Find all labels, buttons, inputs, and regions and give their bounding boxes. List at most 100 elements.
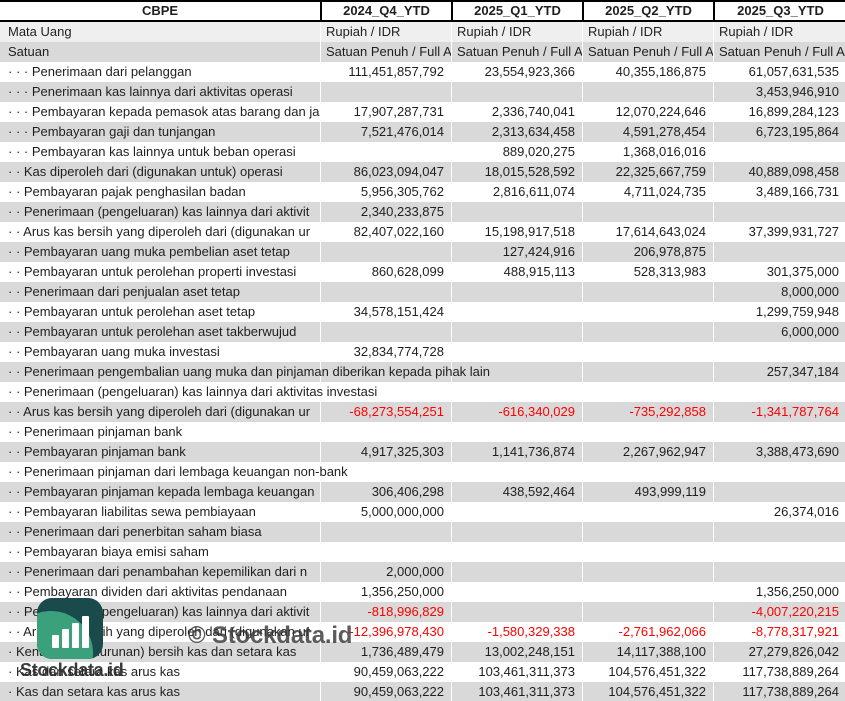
row-label-cell[interactable]: · · Pembayaran pinjaman bank [0,442,320,462]
value-cell[interactable] [713,242,845,262]
value-cell[interactable]: 4,591,278,454 [582,122,713,142]
unit-cell[interactable]: Satuan Penuh / Full A [582,42,713,62]
row-label-cell[interactable]: · · · Pembayaran gaji dan tunjangan [0,122,320,142]
value-cell[interactable] [451,202,582,222]
value-cell[interactable]: 6,000,000 [713,322,845,342]
value-cell[interactable]: 206,978,875 [582,242,713,262]
value-cell[interactable]: 3,453,946,910 [713,82,845,102]
row-label-cell[interactable]: · · Penerimaan dari penjualan aset tetap [0,282,320,302]
value-cell[interactable]: 17,614,643,024 [582,222,713,242]
value-cell[interactable] [451,302,582,322]
value-cell[interactable]: 103,461,311,373 [451,682,582,701]
row-label-cell[interactable]: · · · Penerimaan dari pelanggan [0,62,320,82]
value-cell[interactable] [713,422,845,442]
value-cell[interactable]: 90,459,063,222 [320,682,451,701]
row-label-cell[interactable]: · · Pembayaran liabilitas sewa pembiayaa… [0,502,320,522]
value-cell[interactable] [320,382,451,402]
value-cell[interactable] [451,342,582,362]
value-cell[interactable]: 104,576,451,322 [582,682,713,701]
row-label-cell[interactable]: · · Arus kas bersih yang diperoleh dari … [0,402,320,422]
value-cell[interactable] [582,602,713,622]
row-label-cell[interactable]: · · Arus kas bersih yang diperoleh dari … [0,222,320,242]
value-cell[interactable] [320,242,451,262]
row-label-cell[interactable]: · · Pembayaran untuk perolehan properti … [0,262,320,282]
value-cell[interactable] [451,522,582,542]
value-cell[interactable]: 37,399,931,727 [713,222,845,242]
row-label-cell[interactable]: · · · Pembayaran kas lainnya untuk beban… [0,142,320,162]
period-header[interactable]: 2025_Q1_YTD [451,2,582,20]
value-cell[interactable] [451,382,582,402]
value-cell[interactable] [451,462,582,482]
row-label-cell[interactable]: · · Pembayaran untuk perolehan aset teta… [0,302,320,322]
value-cell[interactable]: 3,388,473,690 [713,442,845,462]
value-cell[interactable] [713,482,845,502]
value-cell[interactable]: 4,917,325,303 [320,442,451,462]
value-cell[interactable]: 493,999,119 [582,482,713,502]
value-cell[interactable]: 2,313,634,458 [451,122,582,142]
value-cell[interactable] [582,502,713,522]
value-cell[interactable]: 488,915,113 [451,262,582,282]
value-cell[interactable]: 14,117,388,100 [582,642,713,662]
value-cell[interactable]: 2,816,611,074 [451,182,582,202]
value-cell[interactable] [582,422,713,442]
value-cell[interactable] [582,82,713,102]
value-cell[interactable]: 2,336,740,041 [451,102,582,122]
value-cell[interactable] [451,322,582,342]
value-cell[interactable] [451,282,582,302]
value-cell[interactable]: 12,070,224,646 [582,102,713,122]
row-label-cell[interactable]: Satuan [0,42,320,62]
value-cell[interactable] [713,382,845,402]
value-cell[interactable]: 301,375,000 [713,262,845,282]
value-cell[interactable] [713,342,845,362]
row-label-cell[interactable]: · · Pembayaran pinjaman kepada lembaga k… [0,482,320,502]
value-cell[interactable]: 32,834,774,728 [320,342,451,362]
value-cell[interactable]: 2,267,962,947 [582,442,713,462]
value-cell[interactable] [713,202,845,222]
row-label-cell[interactable]: · · Penerimaan pinjaman dari lembaga keu… [0,462,348,482]
row-label-cell[interactable]: · · · Penerimaan kas lainnya dari aktivi… [0,82,320,102]
value-cell[interactable] [451,602,582,622]
value-cell[interactable] [320,142,451,162]
value-cell[interactable] [713,542,845,562]
row-label-cell[interactable]: · · Pembayaran dividen dari aktivitas pe… [0,582,320,602]
value-cell[interactable]: 86,023,094,047 [320,162,451,182]
value-cell[interactable] [320,462,451,482]
row-label-cell[interactable]: · Kas dan setara kas arus kas [0,682,320,701]
value-cell[interactable]: 528,313,983 [582,262,713,282]
row-label-cell[interactable]: · · Pembayaran untuk perolehan aset takb… [0,322,320,342]
value-cell[interactable]: -1,341,787,764 [713,402,845,422]
row-label-cell[interactable]: · · Pembayaran pajak penghasilan badan [0,182,320,202]
value-cell[interactable] [582,382,713,402]
value-cell[interactable] [582,462,713,482]
value-cell[interactable]: 2,000,000 [320,562,451,582]
value-cell[interactable]: 1,141,736,874 [451,442,582,462]
value-cell[interactable] [320,322,451,342]
value-cell[interactable]: 40,889,098,458 [713,162,845,182]
value-cell[interactable] [582,322,713,342]
value-cell[interactable]: -616,340,029 [451,402,582,422]
currency-cell[interactable]: Rupiah / IDR [582,22,713,42]
row-label-cell[interactable]: · · Penerimaan (pengeluaran) kas lainnya… [0,382,377,402]
unit-cell[interactable]: Satuan Penuh / Full A [320,42,451,62]
value-cell[interactable]: 257,347,184 [713,362,845,382]
value-cell[interactable] [320,362,451,382]
row-label-cell[interactable]: · · Pembayaran uang muka pembelian aset … [0,242,320,262]
currency-cell[interactable]: Rupiah / IDR [451,22,582,42]
value-cell[interactable]: 5,000,000,000 [320,502,451,522]
value-cell[interactable] [582,282,713,302]
value-cell[interactable]: 18,015,528,592 [451,162,582,182]
value-cell[interactable] [582,362,713,382]
value-cell[interactable]: 5,956,305,762 [320,182,451,202]
value-cell[interactable]: 40,355,186,875 [582,62,713,82]
value-cell[interactable]: 1,299,759,948 [713,302,845,322]
value-cell[interactable] [582,562,713,582]
value-cell[interactable]: 23,554,923,366 [451,62,582,82]
value-cell[interactable]: 1,356,250,000 [713,582,845,602]
currency-cell[interactable]: Rupiah / IDR [320,22,451,42]
period-header[interactable]: 2025_Q2_YTD [582,2,713,20]
value-cell[interactable] [582,202,713,222]
value-cell[interactable] [582,522,713,542]
value-cell[interactable]: 7,521,476,014 [320,122,451,142]
row-label-cell[interactable]: · · Kas diperoleh dari (digunakan untuk)… [0,162,320,182]
value-cell[interactable]: 4,711,024,735 [582,182,713,202]
